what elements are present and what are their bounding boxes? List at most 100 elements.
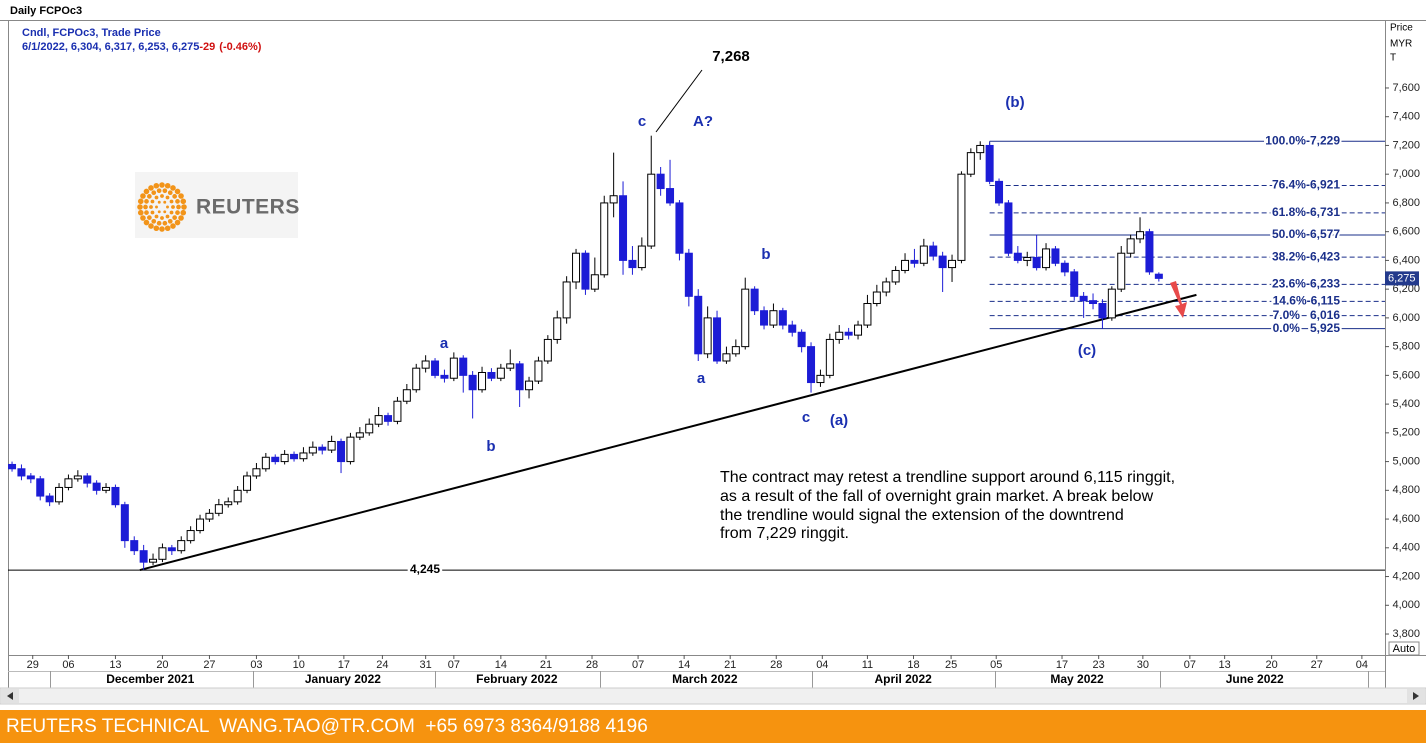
y-tick-label: 4,600 <box>1392 513 1420 525</box>
support-label: 4,245 <box>410 562 440 576</box>
candle-body <box>919 245 928 264</box>
candle-body <box>581 252 590 290</box>
candle-body <box>92 482 101 491</box>
candle-body <box>440 374 449 379</box>
logo-dot <box>153 182 160 189</box>
candle-body <box>261 456 270 470</box>
logo-dot <box>175 199 180 204</box>
x-tick-label: 20 <box>1266 659 1278 671</box>
candle-body <box>562 281 571 319</box>
candle-body <box>233 489 242 503</box>
month-label: March 2022 <box>672 672 738 686</box>
candle-body <box>788 324 797 333</box>
x-tick-label: 21 <box>724 659 736 671</box>
x-tick-label: 13 <box>109 659 121 671</box>
x-tick-label: 07 <box>1184 659 1196 671</box>
candle-body <box>694 295 703 355</box>
logo-dot <box>147 215 152 220</box>
logo-dot <box>151 218 157 224</box>
candle-body <box>722 353 731 362</box>
candle-body <box>214 504 223 514</box>
candle-body <box>346 436 355 463</box>
candle-body <box>656 173 665 190</box>
logo-dot <box>137 209 144 216</box>
x-tick-label: 30 <box>1137 659 1149 671</box>
candle-body <box>863 303 872 326</box>
peak-pointer <box>655 69 703 133</box>
x-tick-label: 14 <box>678 659 690 671</box>
x-tick-label: 06 <box>62 659 74 671</box>
candle-body <box>1042 248 1051 269</box>
candle-body <box>1060 262 1069 273</box>
candle-body <box>459 357 468 376</box>
candle-body <box>609 195 618 204</box>
logo-dot <box>153 225 160 232</box>
logo-text: REUTERS <box>196 196 300 219</box>
footer-text: REUTERS TECHNICAL WANG.TAO@TR.COM +65 69… <box>6 716 648 737</box>
x-tick-label: 29 <box>27 659 39 671</box>
logo-dot <box>148 223 154 229</box>
candle-body <box>393 400 402 422</box>
candle-body <box>299 452 308 460</box>
x-tick-label: 24 <box>376 659 388 671</box>
y-axis-title: T <box>1390 53 1396 64</box>
candle-body <box>177 540 186 552</box>
logo-mark <box>137 182 187 232</box>
candle-body <box>515 363 524 391</box>
x-tick-label: 07 <box>632 659 644 671</box>
logo-dot <box>178 215 184 221</box>
y-tick-label: 6,400 <box>1392 254 1420 266</box>
candle-body <box>797 331 806 348</box>
candle-body <box>769 310 778 326</box>
y-tick-label: 5,600 <box>1392 369 1420 381</box>
candle-body <box>543 338 552 362</box>
comment-line: from 7,229 ringgit. <box>720 525 849 542</box>
candle-body <box>120 504 129 542</box>
reuters-logo: REUTERS <box>135 172 300 238</box>
candle-body <box>590 274 599 290</box>
legend-name: Cndl, FCPOc3, Trade Price <box>22 27 161 39</box>
logo-dot <box>156 220 162 226</box>
x-tick-label: 28 <box>586 659 598 671</box>
peak-label: 7,268 <box>712 48 750 65</box>
candle-body <box>271 456 280 463</box>
candle-body <box>130 540 139 552</box>
x-tick-label: 03 <box>250 659 262 671</box>
candle-body <box>73 475 82 480</box>
logo-dot <box>147 194 152 199</box>
wave-label: a <box>697 370 706 387</box>
y-tick-label: 5,000 <box>1392 455 1420 467</box>
candle-body <box>186 530 195 542</box>
logo-dot <box>156 188 162 194</box>
x-tick-label: 18 <box>907 659 919 671</box>
candle-body <box>995 180 1004 204</box>
candle-body <box>1117 252 1126 290</box>
candle-body <box>844 331 853 336</box>
logo-dot <box>157 200 161 204</box>
legend-ohlc: 6/1/2022, 6,304, 6,317, 6,253, 6,275 <box>22 41 199 53</box>
candle-body <box>901 259 910 271</box>
logo-dot <box>159 182 165 188</box>
logo-dot <box>167 218 173 224</box>
wave-label: A? <box>693 113 713 130</box>
auto-button-label[interactable]: Auto <box>1393 643 1416 655</box>
candle-body <box>750 288 759 312</box>
wave-label: a <box>440 335 449 352</box>
wave-label: (a) <box>830 412 848 429</box>
auto-button[interactable] <box>1388 641 1420 656</box>
logo-dot <box>154 214 159 219</box>
fib-label: 76.4%-6,921 <box>1272 178 1340 192</box>
candle-body <box>731 346 740 355</box>
scrollbar[interactable] <box>0 687 1426 705</box>
candle-body <box>1126 238 1135 254</box>
candle-body <box>600 202 609 276</box>
y-tick-label: 6,600 <box>1392 226 1420 238</box>
y-axis-title: Price <box>1390 23 1413 34</box>
month-label: December 2021 <box>106 672 194 686</box>
logo-dot <box>172 194 177 199</box>
candle-body <box>1079 295 1088 302</box>
wave-label: (b) <box>1005 94 1024 111</box>
y-tick-label: 5,400 <box>1392 398 1420 410</box>
candle-body <box>872 291 881 305</box>
